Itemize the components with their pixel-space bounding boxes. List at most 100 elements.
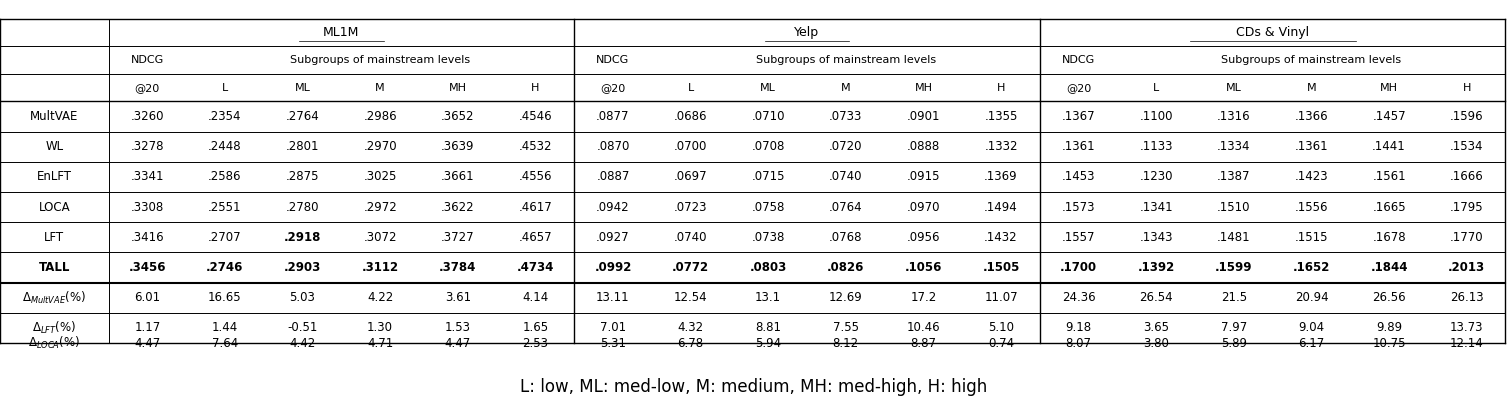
Text: $\Delta_{LOCA}$(%): $\Delta_{LOCA}$(%) [29,335,80,351]
Text: .3639: .3639 [442,140,475,153]
Text: .0887: .0887 [597,171,630,183]
Text: 10.46: 10.46 [907,321,940,334]
Text: H: H [1462,83,1471,93]
Text: .1343: .1343 [1139,231,1172,244]
Text: .4546: .4546 [518,110,552,123]
Text: .0768: .0768 [829,231,862,244]
Text: 6.01: 6.01 [134,291,160,304]
Text: .4617: .4617 [518,201,552,213]
Text: .0715: .0715 [752,171,785,183]
Text: .1334: .1334 [1218,140,1251,153]
Text: .1652: .1652 [1293,261,1331,274]
Text: .0738: .0738 [752,231,785,244]
Text: 26.56: 26.56 [1373,291,1406,304]
Text: .0870: .0870 [597,140,630,153]
Text: Subgroups of mainstream levels: Subgroups of mainstream levels [289,55,470,65]
Text: MH: MH [1380,83,1398,93]
Text: .2764: .2764 [286,110,319,123]
Text: CDs & Vinyl: CDs & Vinyl [1236,26,1310,39]
Text: 1.44: 1.44 [212,321,238,334]
Text: 1.65: 1.65 [523,321,549,334]
Text: .3456: .3456 [128,261,166,274]
Text: .0901: .0901 [907,110,940,123]
Text: .1457: .1457 [1373,110,1406,123]
Text: .4532: .4532 [518,140,552,153]
Text: .0927: .0927 [597,231,630,244]
Text: .1056: .1056 [904,261,942,274]
Text: .1361: .1361 [1062,140,1096,153]
Text: 21.5: 21.5 [1221,291,1246,304]
Text: .1510: .1510 [1218,201,1251,213]
Text: .0803: .0803 [749,261,787,274]
Text: .1100: .1100 [1139,110,1172,123]
Text: .4657: .4657 [518,231,552,244]
Text: H: H [530,83,540,93]
Text: .1700: .1700 [1059,261,1097,274]
Text: .1573: .1573 [1062,201,1096,213]
Text: .0992: .0992 [594,261,631,274]
Text: .2551: .2551 [208,201,241,213]
Text: .2903: .2903 [283,261,321,274]
Text: MH: MH [915,83,933,93]
Text: Yelp: Yelp [794,26,820,39]
Text: .1599: .1599 [1215,261,1252,274]
Text: .0720: .0720 [829,140,862,153]
Text: .0708: .0708 [752,140,785,153]
Text: 9.89: 9.89 [1376,321,1402,334]
Text: 5.89: 5.89 [1221,337,1246,349]
Text: .1795: .1795 [1450,201,1483,213]
Text: .1432: .1432 [984,231,1017,244]
Text: .1505: .1505 [983,261,1020,274]
Text: .1441: .1441 [1373,140,1406,153]
Text: .1369: .1369 [984,171,1017,183]
Text: .0733: .0733 [829,110,862,123]
Text: L: L [687,83,693,93]
Text: .2586: .2586 [208,171,241,183]
Text: .1665: .1665 [1373,201,1406,213]
Text: .3727: .3727 [442,231,475,244]
Text: 13.1: 13.1 [755,291,781,304]
Text: 13.11: 13.11 [597,291,630,304]
Text: MultVAE: MultVAE [30,110,78,123]
Text: 4.32: 4.32 [678,321,704,334]
Text: 26.54: 26.54 [1139,291,1172,304]
Text: NDCG: NDCG [1062,55,1096,65]
Text: 12.54: 12.54 [674,291,707,304]
Text: ML: ML [1225,83,1242,93]
Text: WL: WL [45,140,63,153]
Text: LOCA: LOCA [39,201,69,213]
Text: .2970: .2970 [363,140,396,153]
Text: 16.65: 16.65 [208,291,241,304]
Text: 7.01: 7.01 [600,321,625,334]
Text: 13.73: 13.73 [1450,321,1483,334]
Text: .2013: .2013 [1448,261,1486,274]
Text: .1230: .1230 [1139,171,1172,183]
Text: .0700: .0700 [674,140,707,153]
Text: .1316: .1316 [1218,110,1251,123]
Text: @20: @20 [1065,83,1091,93]
Text: 9.18: 9.18 [1065,321,1091,334]
Text: 3.65: 3.65 [1144,321,1169,334]
Text: 1.30: 1.30 [368,321,393,334]
Text: 20.94: 20.94 [1295,291,1328,304]
Text: L: L [1153,83,1159,93]
Text: 10.75: 10.75 [1373,337,1406,349]
Text: .2780: .2780 [286,201,319,213]
Text: M: M [841,83,850,93]
Text: .2354: .2354 [208,110,241,123]
Text: .3112: .3112 [362,261,399,274]
Text: 12.69: 12.69 [829,291,862,304]
Text: .1366: .1366 [1295,110,1328,123]
Text: 17.2: 17.2 [910,291,936,304]
Text: .1481: .1481 [1218,231,1251,244]
Text: .1844: .1844 [1370,261,1408,274]
Text: NDCG: NDCG [131,55,164,65]
Text: .1355: .1355 [984,110,1017,123]
Text: 4.71: 4.71 [368,337,393,349]
Text: 4.22: 4.22 [368,291,393,304]
Text: 1.53: 1.53 [445,321,470,334]
Text: Subgroups of mainstream levels: Subgroups of mainstream levels [755,55,936,65]
Text: NDCG: NDCG [597,55,630,65]
Text: .0888: .0888 [907,140,940,153]
Text: .1515: .1515 [1295,231,1328,244]
